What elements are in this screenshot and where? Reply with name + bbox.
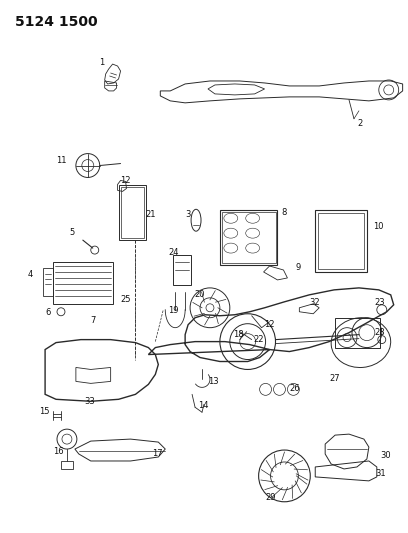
Text: 25: 25 xyxy=(121,295,131,304)
Text: 33: 33 xyxy=(84,397,95,406)
Text: 3: 3 xyxy=(185,211,191,219)
Text: 29: 29 xyxy=(266,493,276,502)
Bar xyxy=(173,255,191,285)
Text: 1: 1 xyxy=(99,58,104,67)
Text: 32: 32 xyxy=(309,298,320,307)
Text: 13: 13 xyxy=(208,377,219,386)
Bar xyxy=(43,268,53,296)
Text: 26: 26 xyxy=(289,384,300,393)
Bar xyxy=(318,213,364,269)
Bar xyxy=(222,212,275,263)
Bar xyxy=(335,318,380,348)
Bar xyxy=(53,262,113,304)
Bar xyxy=(220,211,277,265)
Text: 23: 23 xyxy=(375,298,386,307)
Text: 4: 4 xyxy=(27,270,33,279)
Text: 14: 14 xyxy=(198,401,208,410)
Bar xyxy=(121,188,144,238)
Bar xyxy=(315,211,367,272)
Text: 8: 8 xyxy=(282,208,287,217)
Text: 2: 2 xyxy=(357,119,362,128)
Text: 17: 17 xyxy=(152,449,163,458)
Text: 9: 9 xyxy=(295,263,301,272)
Text: 5124 1500: 5124 1500 xyxy=(15,15,98,29)
Text: 20: 20 xyxy=(194,290,204,299)
Text: 19: 19 xyxy=(168,306,179,315)
Text: 27: 27 xyxy=(329,375,340,383)
Bar xyxy=(119,185,146,240)
Text: 21: 21 xyxy=(145,211,156,219)
Text: 11: 11 xyxy=(56,156,67,165)
Text: 7: 7 xyxy=(91,316,96,325)
Text: 22: 22 xyxy=(254,335,264,344)
Text: 15: 15 xyxy=(39,407,50,416)
Text: 10: 10 xyxy=(373,222,384,231)
Text: 12: 12 xyxy=(264,320,275,329)
Text: 5: 5 xyxy=(69,228,74,237)
Text: 16: 16 xyxy=(53,447,64,456)
Text: 6: 6 xyxy=(45,308,51,317)
Text: 31: 31 xyxy=(375,469,386,478)
Text: 30: 30 xyxy=(381,451,391,460)
Text: 28: 28 xyxy=(375,328,386,337)
Text: 12: 12 xyxy=(121,176,131,185)
Text: 18: 18 xyxy=(233,330,244,338)
Text: 24: 24 xyxy=(168,248,179,257)
